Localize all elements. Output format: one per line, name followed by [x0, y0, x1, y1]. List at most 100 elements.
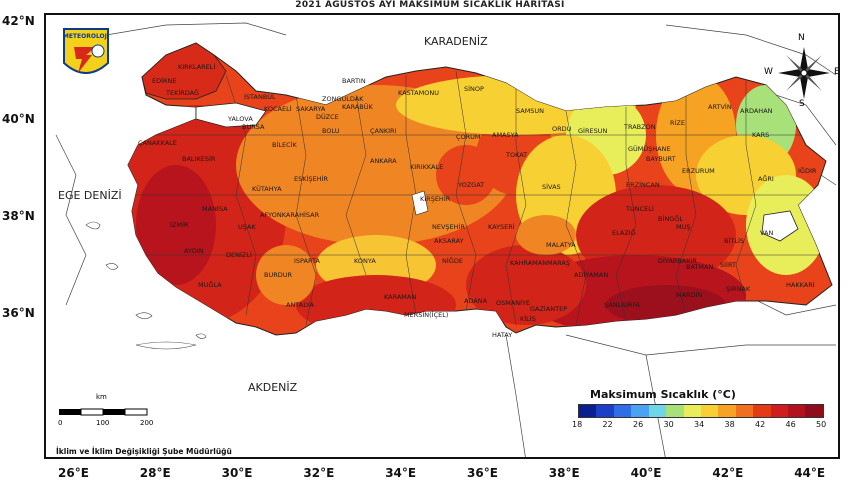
city-label: YOZGAT	[458, 181, 485, 189]
city-label: KONYA	[354, 257, 376, 265]
city-label: NEVŞEHİR	[432, 223, 465, 231]
credit-text: İklim ve İklim Değişikliği Şube Müdürlüğ…	[56, 447, 232, 456]
city-label: MUĞLA	[198, 281, 222, 289]
city-label: SAKARYA	[296, 105, 326, 113]
logo-text: METEOROLOJİ	[62, 33, 110, 40]
city-label: MUŞ	[676, 223, 691, 231]
legend-swatch	[788, 405, 806, 417]
city-label: ADANA	[464, 297, 488, 305]
city-label: ERZURUM	[682, 167, 715, 175]
city-label: KARAMAN	[384, 293, 417, 301]
longitude-label: 38°E	[548, 466, 580, 480]
city-label: KİLİS	[520, 315, 536, 323]
longitude-label: 36°E	[467, 466, 498, 480]
city-label: ZONGULDAK	[322, 95, 364, 103]
province-borders	[132, 70, 832, 326]
legend-title: Maksimum Sıcaklık (°C)	[590, 388, 736, 401]
map-title: 2021 AĞUSTOS AYI MAKSİMUM SICAKLIK HARİT…	[295, 0, 565, 10]
legend-swatch	[579, 405, 597, 417]
city-label: BİTLİS	[724, 237, 745, 245]
legend-swatch	[648, 405, 667, 417]
longitude-label: 30°E	[221, 466, 253, 480]
city-label: BAYBURT	[646, 155, 676, 163]
legend-tick-label: 50	[816, 420, 827, 429]
city-label: YALOVA	[228, 115, 253, 123]
latitude-label: 38°N	[2, 209, 35, 223]
legend-tick-label: 18	[572, 420, 583, 429]
scale-unit: km	[96, 393, 107, 401]
legend-swatch	[613, 405, 632, 417]
legend-tick-label: 30	[663, 420, 674, 429]
city-label: BİNGÖL	[658, 215, 684, 223]
marmara-sea	[195, 102, 267, 128]
city-label: ÇORUM	[456, 133, 481, 141]
longitude-label: 42°E	[712, 466, 744, 480]
longitude-label: 28°E	[139, 466, 171, 480]
legend-swatch	[718, 405, 736, 417]
city-label: ANTALYA	[286, 301, 314, 309]
city-label: ERZİNCAN	[626, 181, 660, 189]
city-label: SAMSUN	[516, 107, 545, 115]
city-label: TUNCELİ	[626, 205, 654, 213]
latitude-label: 42°N	[2, 14, 35, 28]
city-label: ANKARA	[370, 157, 397, 165]
legend-tick-label: 42	[755, 420, 766, 429]
city-label: ORDU	[552, 125, 572, 133]
city-label: KASTAMONU	[398, 89, 439, 97]
legend-swatch	[805, 405, 823, 417]
city-label: ESKİŞEHİR	[294, 175, 328, 183]
legend-tick-label: 26	[633, 420, 644, 429]
city-label: BOLU	[322, 127, 340, 135]
city-label: TEKİRDAĞ	[166, 89, 200, 97]
city-label: İSTANBUL	[244, 93, 276, 101]
city-label: SİNOP	[464, 85, 484, 93]
latitude-label: 40°N	[2, 112, 35, 126]
city-label: BİLECİK	[272, 141, 297, 149]
legend-swatch	[770, 405, 789, 417]
city-label: DENİZLİ	[226, 251, 252, 259]
city-label: MALATYA	[546, 241, 576, 249]
lake-tuz	[411, 190, 429, 216]
city-label: ÇANKIRI	[370, 127, 397, 135]
compass-rose-icon: N S W E	[764, 33, 838, 109]
legend-swatch	[666, 405, 684, 417]
legend-tick-label: 34	[694, 420, 705, 429]
legend-tick-label: 38	[724, 420, 735, 429]
city-label: ADIYAMAN	[574, 271, 609, 279]
legend-tick-label: 22	[602, 420, 613, 429]
city-label: HATAY	[492, 331, 513, 339]
map-frame: METEOROLOJİ N S W E KARADENİZ EGE DENİZİ…	[44, 13, 840, 459]
longitude-label: 40°E	[630, 466, 662, 480]
compass-w: W	[764, 67, 773, 77]
city-label: AKSARAY	[434, 237, 464, 245]
compass-n: N	[798, 33, 805, 43]
compass-s: S	[799, 99, 805, 109]
city-label: BATMAN	[686, 263, 714, 271]
city-label: OSMANİYE	[496, 299, 531, 307]
city-label: BALIKESİR	[182, 155, 216, 163]
city-label: BARTIN	[342, 77, 366, 85]
city-label: MANİSA	[202, 205, 228, 213]
longitude-label: 26°E	[58, 466, 89, 480]
legend-tick-label: 46	[785, 420, 796, 429]
city-label: UŞAK	[238, 223, 256, 231]
city-label: MARDİN	[676, 291, 703, 299]
city-label: KOCAELİ	[264, 105, 292, 113]
city-label: IĞDIR	[798, 167, 817, 175]
city-label: AMASYA	[492, 131, 519, 139]
city-label: AYDIN	[184, 247, 204, 255]
legend-swatch	[700, 405, 719, 417]
city-label: AĞRI	[758, 175, 774, 183]
city-label: AFYONKARAHİSAR	[260, 211, 320, 219]
city-label: GÜMÜŞHANE	[628, 145, 671, 153]
city-label: İZMİR	[170, 221, 189, 229]
city-label: ELAZIĞ	[612, 229, 636, 237]
city-label: KARABÜK	[342, 103, 373, 111]
scale-tick-0: 0	[58, 419, 63, 427]
city-label: ÇANAKKALE	[138, 139, 177, 147]
city-label: KIRŞEHİR	[420, 195, 451, 203]
longitude-label: 34°E	[385, 466, 417, 480]
city-label: KAYSERİ	[488, 223, 515, 231]
city-label: MERSİN(İÇEL)	[404, 311, 449, 319]
longitude-label: 44°E	[794, 466, 826, 480]
